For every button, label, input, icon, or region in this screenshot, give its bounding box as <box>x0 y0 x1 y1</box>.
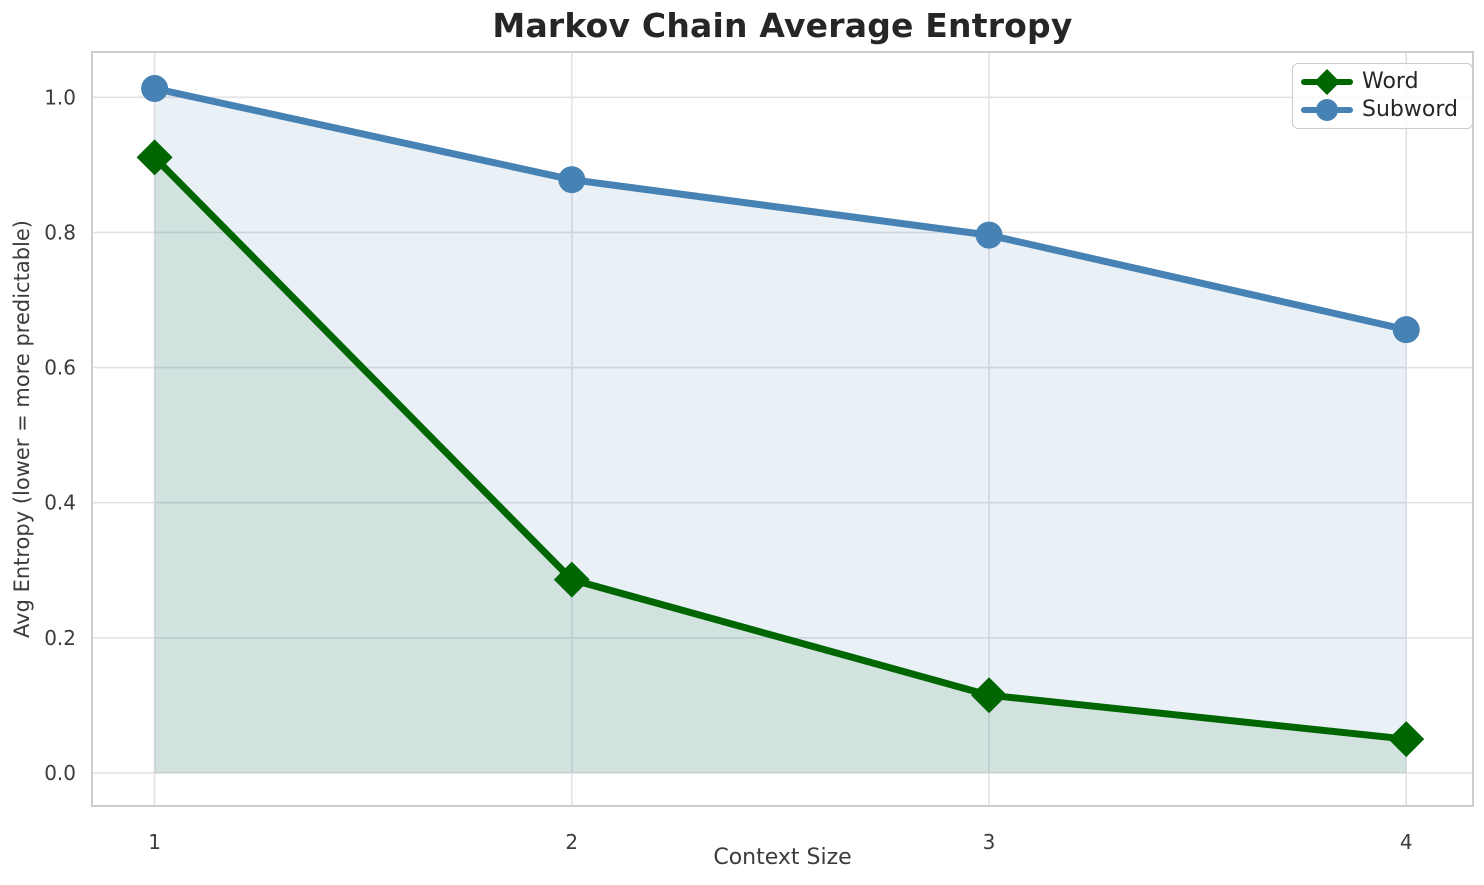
word-marker-diamond-icon <box>553 561 590 598</box>
legend-entry-subword: Subword <box>1301 96 1458 124</box>
subword-marker-circle-icon <box>141 74 169 102</box>
legend-label: Word <box>1362 69 1419 94</box>
subword-legend-circle-icon <box>1301 99 1353 121</box>
word-marker-diamond-icon <box>1388 721 1425 758</box>
legend: Word Subword <box>1292 63 1473 129</box>
subword-marker-circle-icon <box>1392 316 1420 344</box>
x-tick-labels: 1 2 3 4 <box>148 830 1412 854</box>
subword-marker-circle-icon <box>975 221 1003 249</box>
word-series <box>136 139 1425 758</box>
subword-area <box>154 88 1407 773</box>
word-line <box>151 153 1410 743</box>
legend-entry-word: Word <box>1301 68 1458 96</box>
x-tick-label: 3 <box>983 830 996 854</box>
y-tick-label: 0.2 <box>44 626 76 650</box>
y-tick-label: 1.0 <box>44 85 76 109</box>
x-tick-label: 2 <box>565 830 578 854</box>
word-legend-diamond-icon <box>1301 69 1353 95</box>
subword-series <box>141 74 1420 344</box>
y-tick-label: 0.0 <box>44 761 76 785</box>
word-area <box>154 157 1407 773</box>
y-tick-label: 0.4 <box>44 491 76 515</box>
chart-title: Markov Chain Average Entropy <box>492 6 1073 45</box>
x-tick-label: 4 <box>1400 830 1413 854</box>
legend-circle-icon <box>1316 99 1338 121</box>
legend-label: Subword <box>1362 97 1458 122</box>
plot-border <box>91 51 1474 807</box>
y-axis-label: Avg Entropy (lower = more predictable) <box>10 220 34 638</box>
y-tick-label: 0.6 <box>44 356 76 380</box>
word-marker-diamond-icon <box>136 139 173 176</box>
y-tick-labels: 0.0 0.2 0.4 0.6 0.8 1.0 <box>44 85 76 785</box>
subword-marker-circle-icon <box>558 166 586 194</box>
subword-line <box>151 84 1410 334</box>
x-axis-label: Context Size <box>713 845 852 870</box>
legend-diamond-icon <box>1314 69 1340 95</box>
x-tick-label: 1 <box>148 830 161 854</box>
word-marker-diamond-icon <box>971 677 1008 714</box>
y-tick-label: 0.8 <box>44 220 76 244</box>
